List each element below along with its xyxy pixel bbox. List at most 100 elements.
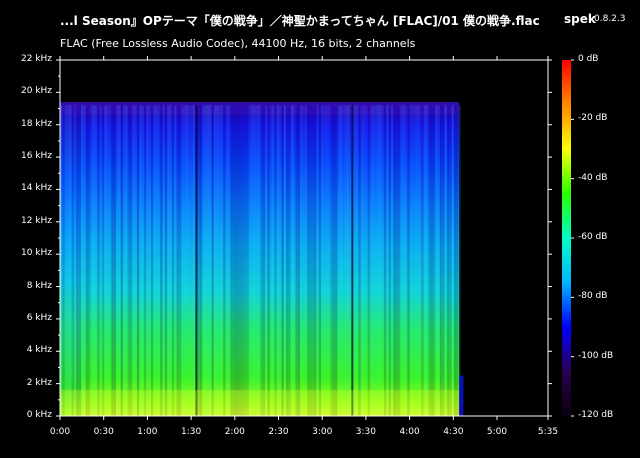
texture-stripe [66,105,70,417]
y-tick-label: 12 kHz [20,215,52,226]
colorbar-tick-label: -80 dB [578,291,608,302]
texture-stripe [248,105,252,417]
y-tick-label: 8 kHz [26,280,52,291]
texture-stripe [155,105,158,417]
x-tick-label: 3:30 [355,427,377,437]
texture-stripe [216,105,219,417]
texture-stripe [290,105,294,417]
texture-stripe [276,105,280,417]
texture-stripe [90,105,93,417]
section-break [351,105,354,417]
texture-stripe [395,105,398,417]
texture-stripe [244,105,247,417]
texture-stripe [255,105,259,417]
texture-stripe [307,105,310,417]
texture-stripe [318,105,322,417]
texture-stripe [251,105,254,417]
texture-stripe [321,105,324,417]
texture-stripe [442,105,445,417]
texture-stripe [358,105,361,417]
texture-stripe [386,105,389,417]
texture-stripe [127,105,130,417]
texture-stripe [332,105,336,417]
y-tick-label: 6 kHz [26,312,52,323]
texture-stripe [281,105,284,417]
texture-stripe [120,105,123,417]
texture-stripe [400,105,403,417]
texture-stripe [153,105,156,417]
x-tick-label: 3:00 [312,427,333,437]
x-tick-label: 5:35 [537,427,559,437]
texture-stripe [458,105,461,417]
texture-stripe [62,105,65,417]
texture-stripe [428,105,431,417]
texture-stripe [328,105,331,417]
texture-stripe [241,105,245,417]
texture-stripe [71,105,74,417]
texture-stripe [274,105,277,417]
colorbar-tick-label: -60 dB [578,232,608,242]
spectrogram-fringe [60,102,460,116]
texture-stripe [190,105,193,417]
texture-stripe [330,105,333,417]
texture-stripe [227,105,231,417]
texture-stripe [360,105,363,417]
texture-stripe [148,105,151,417]
texture-stripe [239,105,242,417]
texture-stripe [393,105,396,417]
x-tick-label: 2:30 [268,427,289,437]
texture-stripe [365,105,368,417]
file-title: ...l Season』OPテーマ「僕の戦争」／神聖かまってちゃん [FLAC]… [60,14,540,28]
texture-stripe [356,105,359,417]
texture-stripe [409,105,412,417]
texture-stripe [381,105,384,417]
texture-stripe [300,105,303,417]
texture-stripe [374,105,377,417]
texture-stripe [78,105,81,417]
texture-stripe [111,105,114,417]
texture-stripe [265,105,268,417]
colorbar-tick-label: -120 dB [578,410,614,420]
texture-stripe [439,105,443,417]
texture-stripe [456,105,459,417]
texture-stripe [379,105,382,417]
texture-stripe [87,105,91,417]
texture-stripe [349,105,352,417]
texture-stripe [262,105,266,417]
texture-stripe [174,105,177,417]
texture-stripe [372,105,375,417]
texture-stripe [125,105,128,417]
texture-stripe [73,105,77,417]
y-tick-label: 20 kHz [20,86,52,97]
texture-stripe [162,105,165,417]
texture-stripe [85,105,88,417]
texture-stripe [339,105,343,417]
texture-stripe [325,105,329,417]
texture-stripe [150,105,154,417]
texture-stripe [423,105,426,417]
texture-stripe [316,105,319,417]
texture-stripe [260,105,263,417]
app-name: spek [564,12,596,26]
texture-stripe [139,105,142,417]
texture-stripe [416,105,419,417]
texture-stripe [204,105,207,417]
texture-stripe [411,105,415,417]
texture-stripe [404,105,408,417]
y-tick-label: 2 kHz [26,377,52,388]
texture-stripe [421,105,424,417]
texture-stripe [101,105,105,417]
texture-stripe [425,105,429,417]
texture-stripe [97,105,100,417]
texture-stripe [76,105,79,417]
texture-stripe [402,105,405,417]
y-tick-label: 18 kHz [20,118,52,129]
texture-stripe [136,105,140,417]
texture-stripe [234,105,238,417]
texture-stripe [444,105,447,417]
texture-stripe [160,105,163,417]
texture-stripe [269,105,273,417]
texture-stripe [230,105,233,417]
texture-stripe [171,105,175,417]
texture-stripe [283,105,287,417]
